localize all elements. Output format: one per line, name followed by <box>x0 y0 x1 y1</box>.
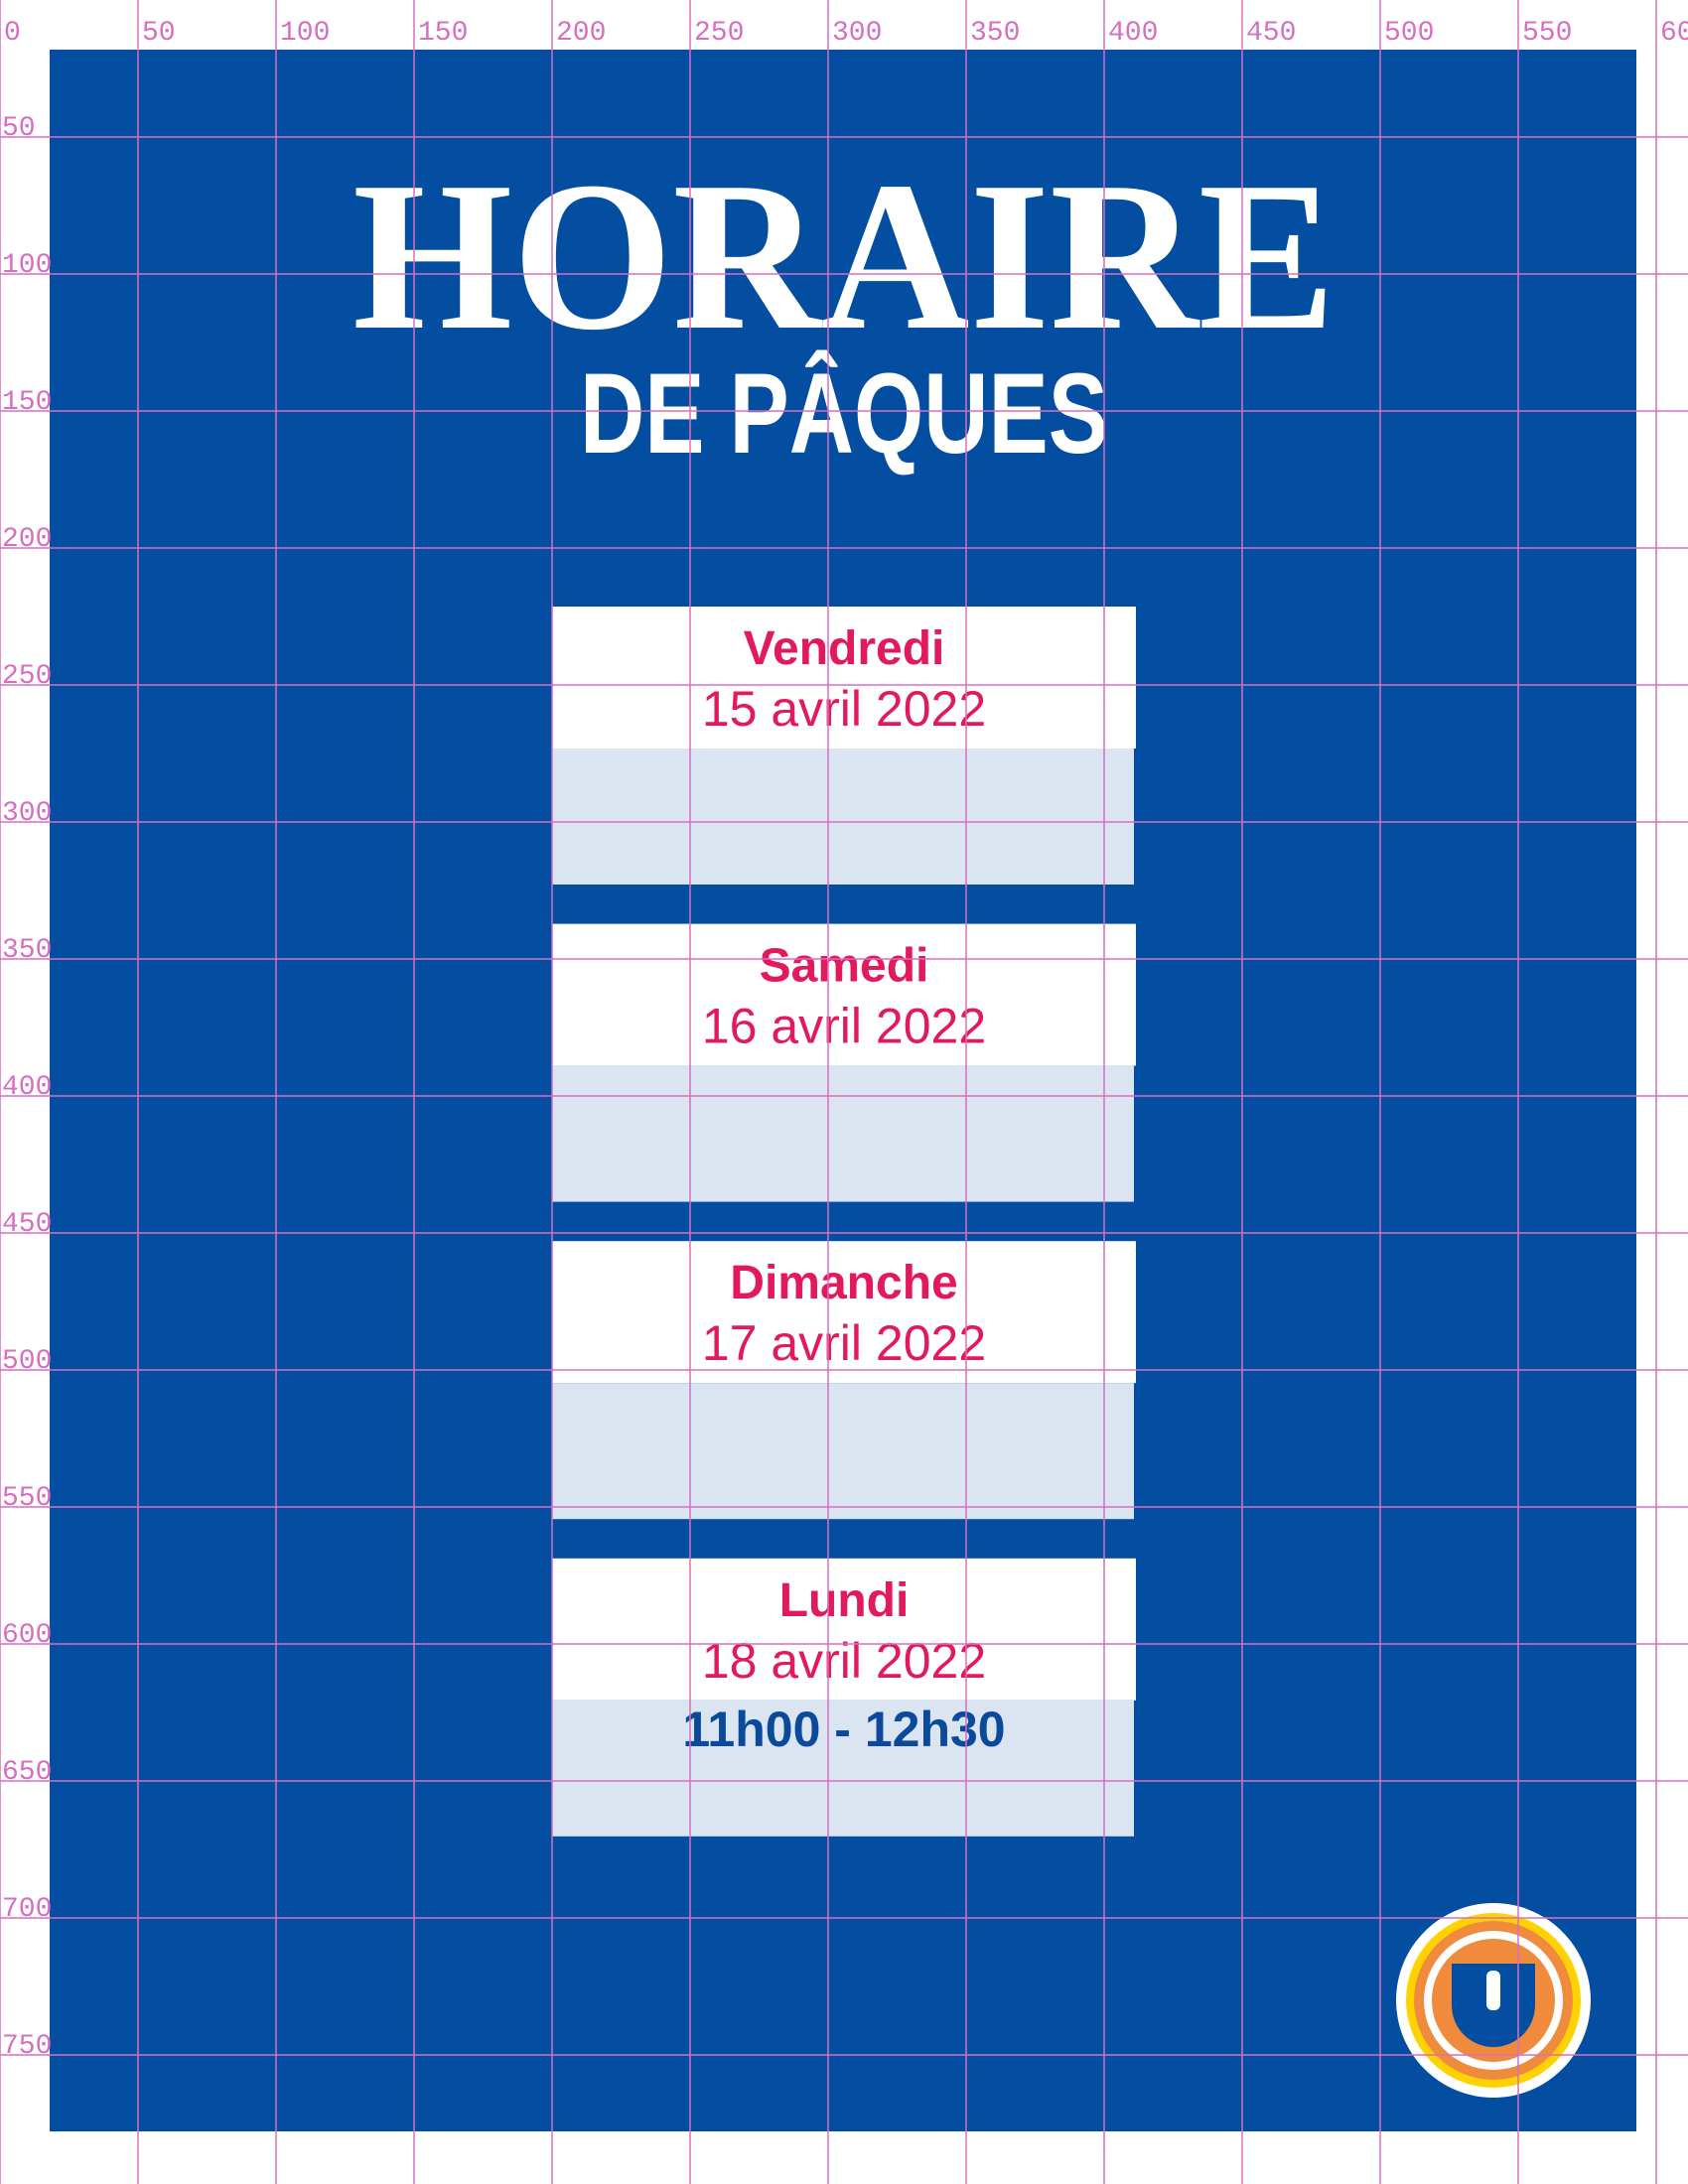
grid-y-label: 200 <box>2 524 52 555</box>
grid-y-label: 50 <box>2 113 36 144</box>
grid-x-label: 200 <box>556 18 606 49</box>
card-header <box>552 607 1136 749</box>
grid-y-label: 650 <box>2 1757 52 1788</box>
day-name: Dimanche <box>730 1257 957 1309</box>
grid-x-label: 450 <box>1246 18 1296 49</box>
grid-y-label: 400 <box>2 1072 52 1103</box>
card-header <box>552 1558 1136 1701</box>
card-header <box>552 1241 1136 1384</box>
grid-y-label: 150 <box>2 387 52 418</box>
grid-x-label: 550 <box>1522 18 1572 49</box>
date: 18 avril 2022 <box>702 1633 986 1689</box>
card-body <box>552 1383 1134 1520</box>
grid-y-label: 350 <box>2 935 52 966</box>
grid-y-label: 500 <box>2 1346 52 1377</box>
grid-y-label: 750 <box>2 2031 52 2062</box>
day-name: Vendredi <box>744 622 945 675</box>
day-name: Samedi <box>760 940 929 993</box>
date: 17 avril 2022 <box>702 1315 986 1371</box>
grid-x-label: 400 <box>1108 18 1158 49</box>
grid-x-label: 100 <box>280 18 330 49</box>
card-body <box>552 1065 1134 1202</box>
grid-y-label: 450 <box>2 1209 52 1240</box>
card-body <box>552 749 1134 885</box>
logo <box>1396 1903 1591 2098</box>
grid-y-label: 250 <box>2 661 52 692</box>
hours: 11h00 - 12h30 <box>682 1702 1005 1757</box>
grid-x-label: 150 <box>418 18 468 49</box>
logo-u-slot <box>1486 1971 1500 2010</box>
grid-x-label: 600 <box>1660 18 1688 49</box>
subtitle: DE PÂQUES <box>580 350 1108 478</box>
date: 15 avril 2022 <box>702 681 986 737</box>
grid-x-label: 350 <box>970 18 1020 49</box>
grid-x-label: 50 <box>142 18 176 49</box>
grid-y-label: 600 <box>2 1620 52 1651</box>
grid-y-label: 700 <box>2 1894 52 1925</box>
grid-y-label: 100 <box>2 250 52 281</box>
grid-y-label: 300 <box>2 798 52 829</box>
card-body <box>552 1700 1134 1837</box>
grid-x-label: 300 <box>832 18 882 49</box>
date: 16 avril 2022 <box>702 999 986 1054</box>
grid-x-label: 250 <box>694 18 744 49</box>
day-name: Lundi <box>779 1574 910 1627</box>
title: HORAIRE <box>352 137 1336 374</box>
schedule: Vendredi 15 avril 2022 Samedi 16 avril 2022… <box>552 607 1136 1837</box>
grid-y-label: 550 <box>2 1483 52 1514</box>
card-header <box>552 923 1136 1066</box>
grid-x-label: 500 <box>1384 18 1434 49</box>
grid-x-label: 0 <box>4 18 21 49</box>
